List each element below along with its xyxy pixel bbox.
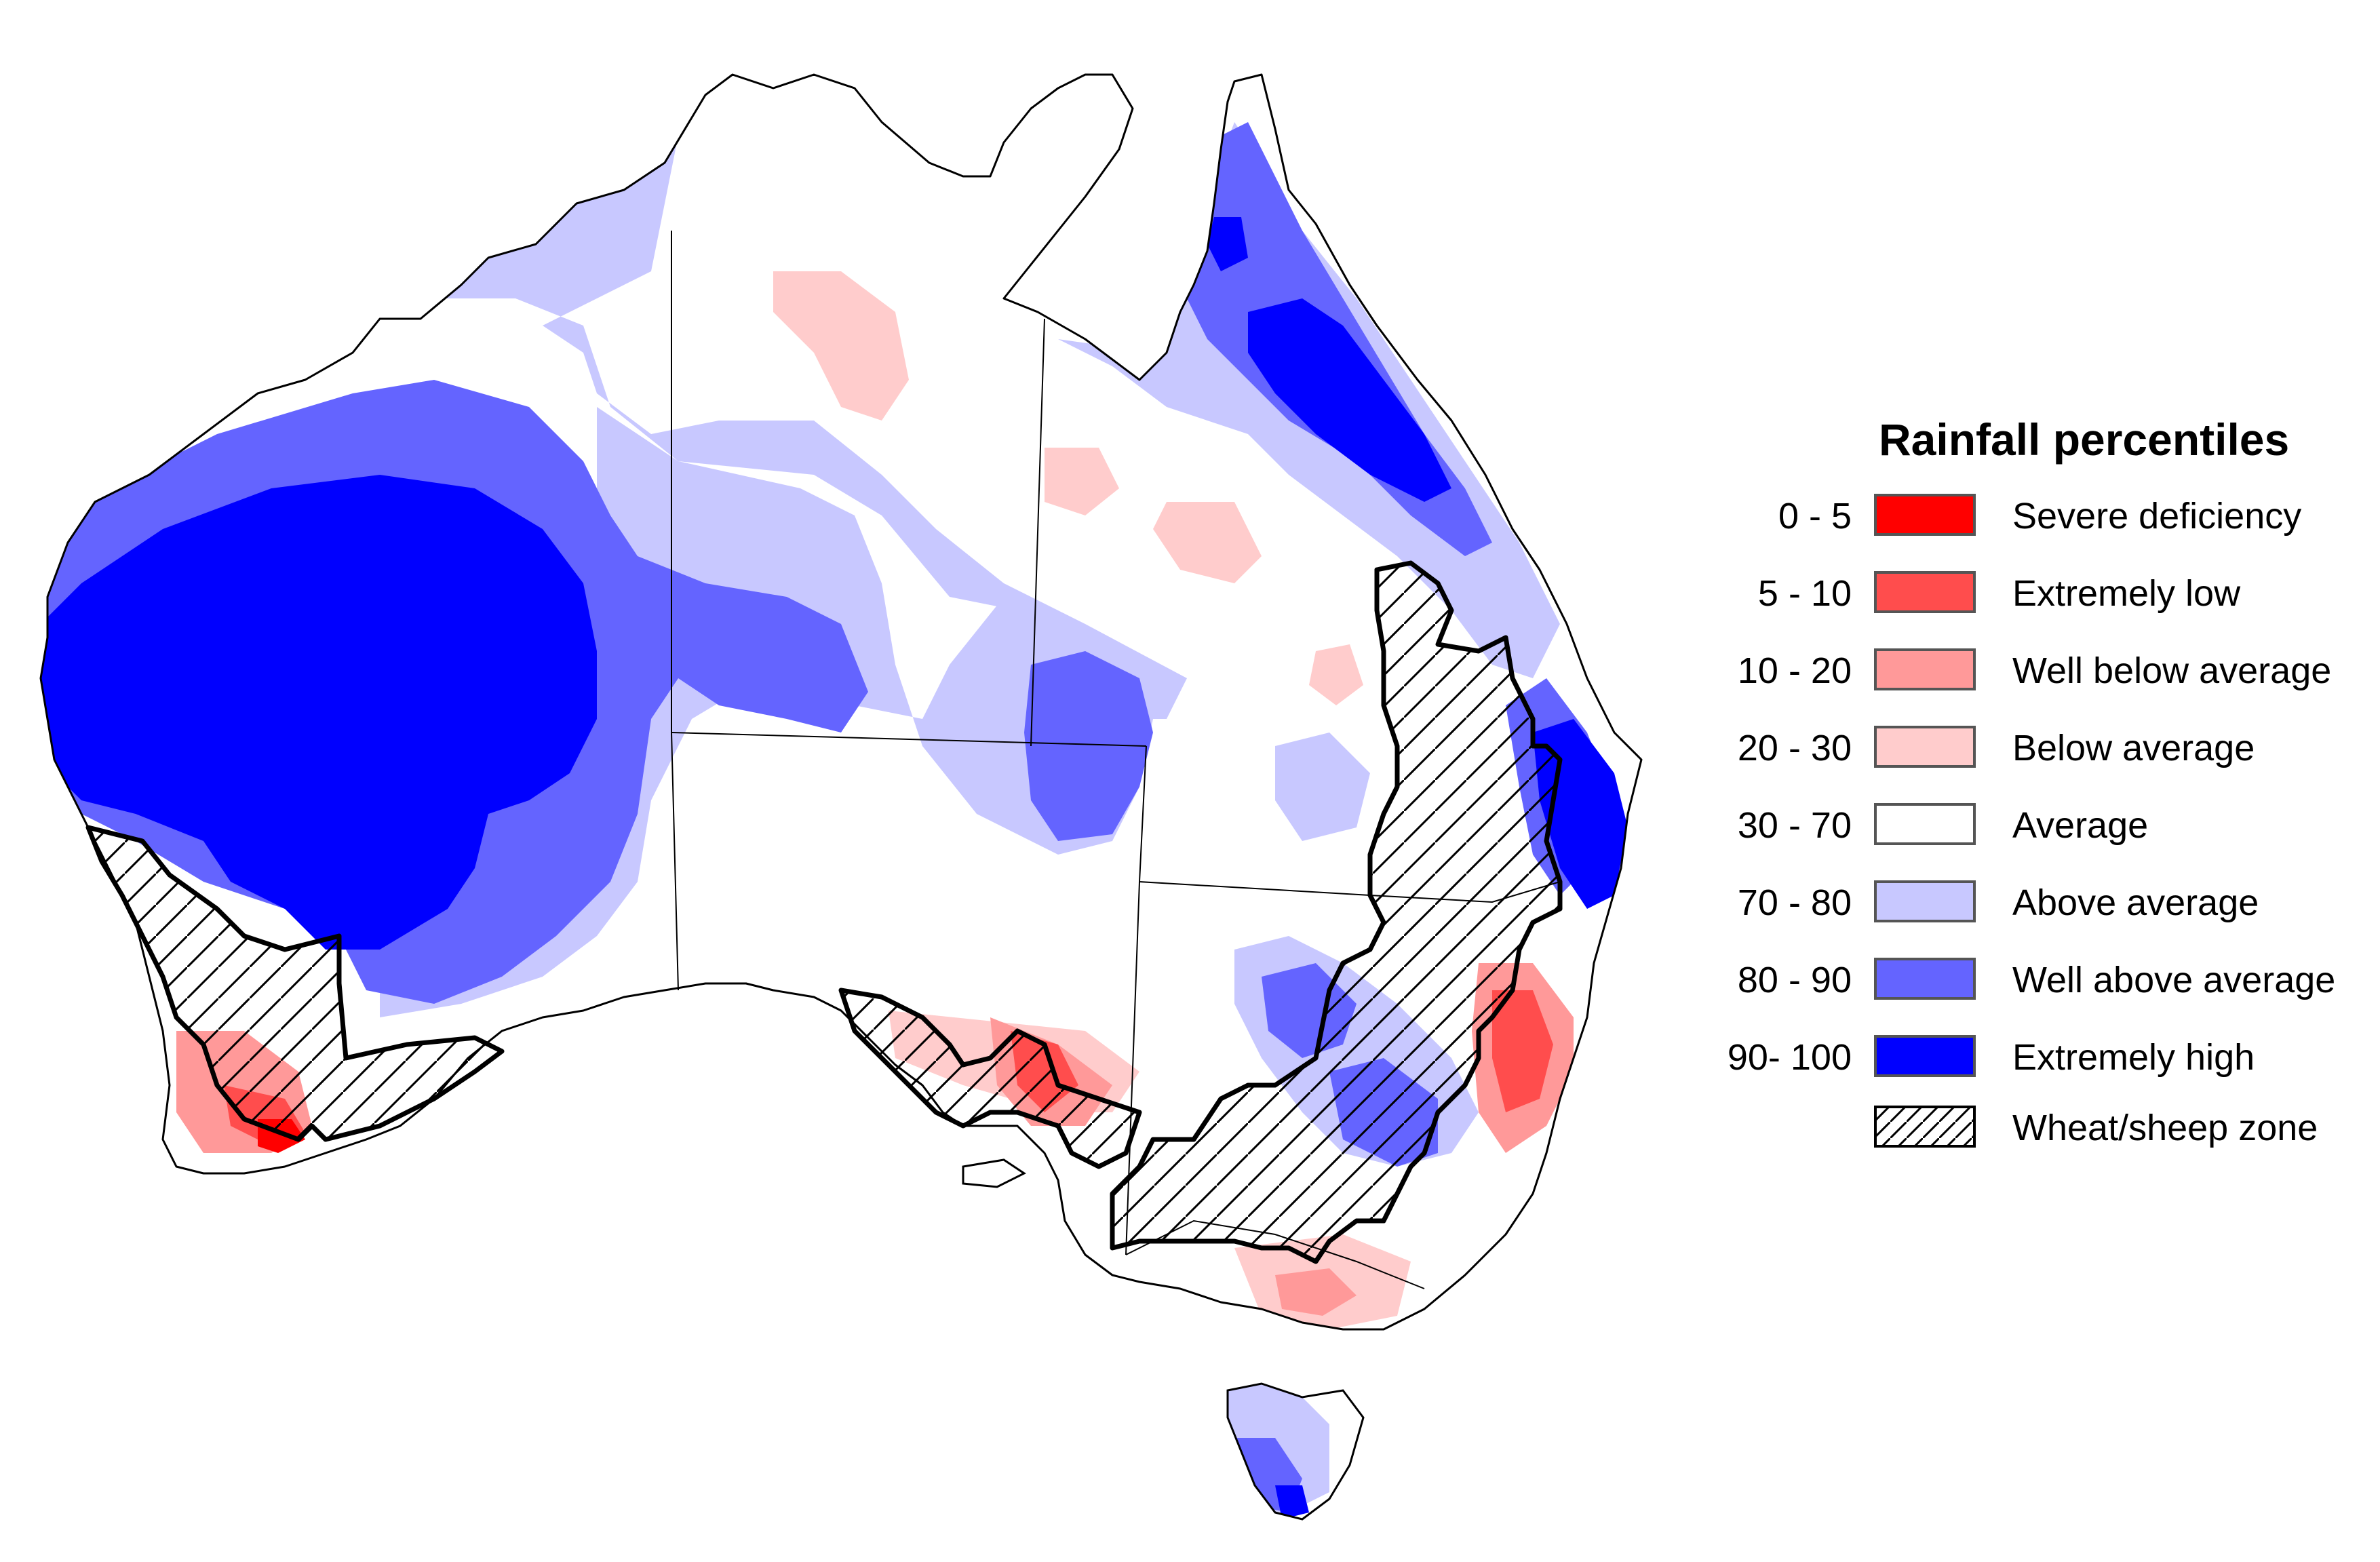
tas-extremely-high <box>1275 1485 1309 1519</box>
legend-label: Severe deficiency <box>2012 496 2302 536</box>
tasmania-coastline <box>1226 1382 1365 1521</box>
coastline <box>39 73 1643 1331</box>
legend-swatch <box>1874 648 1976 690</box>
australia-rainfall-map <box>39 73 1643 1521</box>
zone-well-below-average-vic <box>1275 1268 1357 1316</box>
legend: Rainfall percentiles 0 - 5 Severe defici… <box>1682 414 2374 1173</box>
zone-below-average-qld <box>1153 502 1262 583</box>
legend-swatch <box>1874 726 1976 768</box>
zone-below-average-qld-mid <box>1045 448 1119 515</box>
zone-below-average-nt <box>773 271 909 421</box>
zone-above-average-qld-inland <box>1275 733 1370 841</box>
state-borders <box>671 231 1561 1289</box>
kangaroo-island <box>962 1158 1026 1188</box>
legend-swatch <box>1874 1035 1976 1077</box>
legend-swatch <box>1874 571 1976 613</box>
wheat-sheep-zone-sa <box>838 988 1142 1169</box>
legend-range: 5 - 10 <box>1757 573 1852 614</box>
legend-label: Average <box>2012 805 2149 846</box>
legend-range: 20 - 30 <box>1737 728 1852 768</box>
wheat-sheep-zones <box>85 560 1563 1264</box>
legend-label: Wheat/sheep zone <box>2012 1108 2318 1148</box>
legend-label: Well below average <box>2012 650 2332 691</box>
legend-hatch-swatch <box>1874 1106 1976 1148</box>
border-nsw-vic <box>1125 1219 1425 1289</box>
wheat-sheep-zone-east <box>1110 560 1563 1264</box>
legend-title: Rainfall percentiles <box>1879 414 2290 465</box>
zone-extremely-high-cape <box>1207 217 1248 271</box>
zone-well-above-average-centre <box>1024 651 1153 841</box>
legend-range: 0 - 5 <box>1778 496 1852 536</box>
legend-label: Extremely low <box>2012 573 2241 614</box>
legend-item-average: 30 - 70 Average <box>1682 798 2374 852</box>
legend-item-extremely-low: 5 - 10 Extremely low <box>1682 566 2374 620</box>
legend-item-severe-deficiency: 0 - 5 Severe deficiency <box>1682 488 2374 543</box>
legend-label: Well above average <box>2012 960 2336 1000</box>
legend-label: Below average <box>2012 728 2255 768</box>
legend-item-extremely-high: 90- 100 Extremely high <box>1682 1030 2374 1084</box>
zone-extremely-low-nsw <box>1492 990 1553 1112</box>
legend-swatch <box>1874 803 1976 845</box>
tasmania <box>1226 1382 1365 1521</box>
legend-swatch <box>1874 494 1976 536</box>
zone-extremely-high-west <box>41 475 597 950</box>
legend-item-wheat-sheep-zone: Wheat/sheep zone <box>1682 1100 2374 1154</box>
border-nt-sa <box>671 732 1147 747</box>
zone-below-average-qld-south <box>1309 644 1363 705</box>
legend-range: 80 - 90 <box>1737 960 1852 1000</box>
border-nt-qld <box>1030 318 1045 747</box>
legend-item-well-above-average: 80 - 90 Well above average <box>1682 952 2374 1007</box>
legend-range: 90- 100 <box>1727 1037 1852 1078</box>
legend-item-below-average: 20 - 30 Below average <box>1682 720 2374 775</box>
border-sa-nsw <box>1125 881 1140 1255</box>
legend-item-well-below-average: 10 - 20 Well below average <box>1682 643 2374 697</box>
legend-label: Above average <box>2012 882 2259 923</box>
legend-label: Extremely high <box>2012 1037 2255 1078</box>
legend-swatch <box>1874 958 1976 1000</box>
zone-extremely-high-ne <box>1248 298 1451 502</box>
legend-range: 30 - 70 <box>1737 805 1852 846</box>
mainland <box>39 73 1643 1331</box>
legend-swatch <box>1874 880 1976 922</box>
legend-range: 70 - 80 <box>1737 882 1852 923</box>
legend-item-above-average: 70 - 80 Above average <box>1682 875 2374 929</box>
border-qld-nsw <box>1369 881 1561 903</box>
legend-range: 10 - 20 <box>1737 650 1852 691</box>
